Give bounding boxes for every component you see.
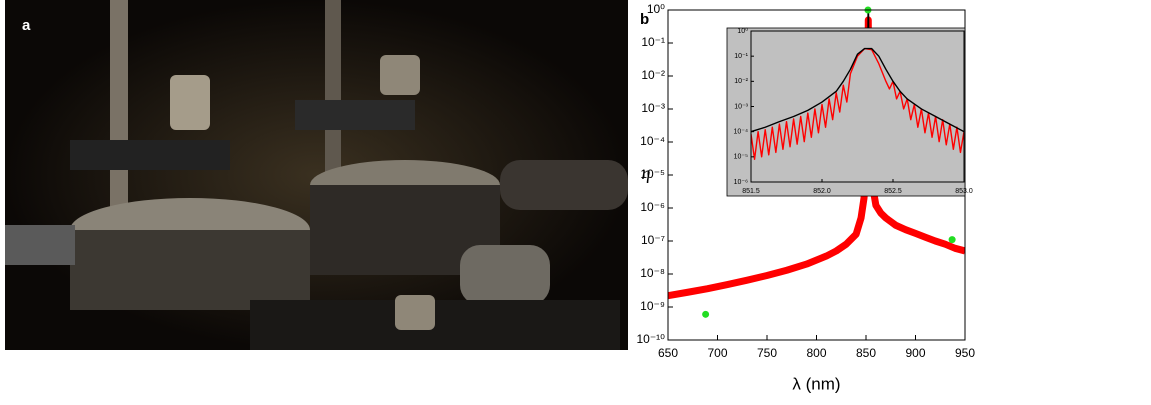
y-axis-label: η bbox=[642, 163, 651, 183]
x-tick-label: 750 bbox=[757, 346, 777, 360]
y-tick-label: 10⁻³ bbox=[641, 101, 665, 115]
marker bbox=[702, 310, 710, 318]
y-tick-label: 10⁻⁵ bbox=[640, 167, 665, 181]
x-tick-label: 650 bbox=[658, 346, 678, 360]
marker bbox=[948, 236, 956, 244]
x-tick-label: 852.0 bbox=[813, 188, 831, 195]
y-tick-label: 10⁰ bbox=[737, 27, 748, 35]
plot-background bbox=[726, 27, 966, 197]
y-tick-label: 10⁻⁴ bbox=[640, 134, 665, 148]
y-tick-label: 10⁻¹ bbox=[734, 53, 748, 60]
y-tick-label: 10⁻⁹ bbox=[640, 299, 665, 313]
y-tick-label: 10⁻⁸ bbox=[640, 266, 665, 280]
y-tick-label: 10⁻³ bbox=[734, 103, 748, 110]
y-tick-label: 10⁻⁷ bbox=[641, 233, 665, 247]
x-tick-label: 852.5 bbox=[884, 188, 902, 195]
x-axis-label: λ (nm) bbox=[792, 374, 840, 393]
data-line bbox=[751, 47, 964, 160]
y-tick-label: 10⁻⁶ bbox=[734, 179, 748, 186]
x-tick-label: 950 bbox=[955, 346, 975, 360]
data-line bbox=[751, 47, 964, 133]
y-tick-label: 10⁻² bbox=[641, 68, 665, 82]
y-tick-label: 10⁰ bbox=[647, 2, 665, 16]
y-tick-label: 10⁻¹⁰ bbox=[637, 332, 666, 346]
x-tick-label: 851.5 bbox=[742, 188, 760, 195]
y-tick-label: 10⁻⁶ bbox=[640, 200, 665, 214]
y-tick-label: 10⁻⁴ bbox=[734, 129, 749, 136]
photo: a bbox=[5, 0, 628, 350]
panel-label: b bbox=[640, 11, 649, 28]
y-tick-label: 10⁻² bbox=[734, 78, 748, 85]
y-tick-label: 10⁻⁵ bbox=[734, 154, 748, 161]
x-tick-label: 700 bbox=[707, 346, 727, 360]
x-tick-label: 800 bbox=[806, 346, 826, 360]
x-tick-label: 900 bbox=[905, 346, 925, 360]
panel-label: a bbox=[22, 17, 31, 34]
x-tick-label: 853.0 bbox=[955, 188, 973, 195]
y-tick-label: 10⁻¹ bbox=[641, 35, 665, 49]
plot-area bbox=[751, 47, 964, 160]
x-tick-label: 850 bbox=[856, 346, 876, 360]
